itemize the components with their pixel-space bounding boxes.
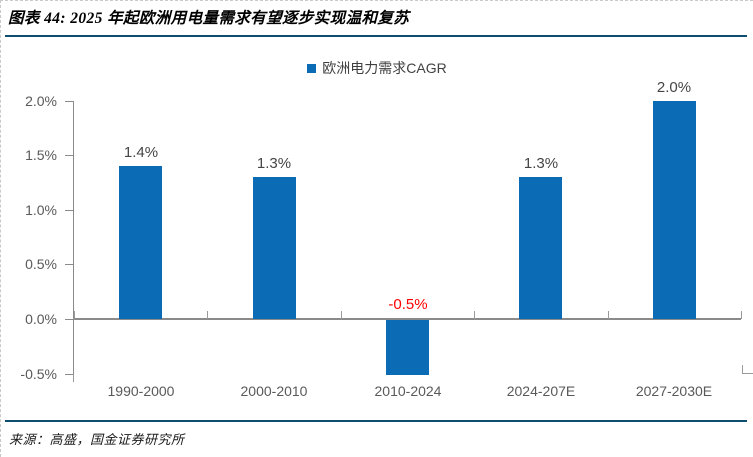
- category-boundary-tick: [341, 311, 342, 319]
- bar-value-label: 1.4%: [123, 144, 159, 161]
- bar-value-label: -0.5%: [388, 296, 428, 313]
- axis-bottom-left-tick: [73, 374, 74, 382]
- bar-2000-2010: [253, 177, 296, 319]
- y-axis-tick: [65, 319, 74, 320]
- y-axis-tick: [65, 374, 74, 375]
- category-boundary-tick: [608, 311, 609, 319]
- y-axis-label: 1.5%: [25, 147, 57, 163]
- legend-series-label: 欧洲电力需求CAGR: [322, 60, 447, 76]
- source-note: 来源：高盛，国金证券研究所: [9, 432, 185, 447]
- y-axis-tick: [65, 155, 74, 156]
- bar-value-label: 2.0%: [656, 79, 692, 96]
- axis-bottom-right-edge: [742, 373, 753, 374]
- y-axis-label: 0.5%: [25, 256, 57, 272]
- y-axis-tick: [65, 210, 74, 211]
- y-axis-tick: [65, 101, 74, 102]
- category-boundary-tick: [741, 311, 742, 319]
- figure-title: 图表 44: 2025 年起欧洲用电量需求有望逐步实现温和复苏: [8, 10, 410, 27]
- x-axis-label: 2010-2024: [374, 383, 442, 399]
- chart-legend: 欧洲电力需求CAGR: [1, 58, 753, 78]
- bar-value-label: 1.3%: [256, 155, 292, 172]
- footer-divider: [5, 420, 747, 422]
- bar-1990-2000: [119, 166, 162, 319]
- category-boundary-tick: [74, 311, 75, 319]
- y-axis-label: -0.5%: [20, 366, 57, 382]
- x-axis-label: 2027-2030E: [635, 383, 713, 399]
- category-boundary-tick: [207, 311, 208, 319]
- category-boundary-tick: [474, 311, 475, 319]
- y-axis-line: [73, 101, 74, 374]
- x-axis-label: 1990-2000: [107, 383, 175, 399]
- zero-axis-line: [74, 318, 741, 320]
- bar-2010-2024: [386, 320, 429, 375]
- axis-bottom-right-tick: [742, 365, 743, 374]
- y-axis-label: 0.0%: [25, 311, 57, 327]
- bar-value-label: 1.3%: [523, 155, 559, 172]
- x-axis-label: 2000-2010: [240, 383, 308, 399]
- title-divider: [5, 35, 747, 37]
- y-axis-label: 2.0%: [25, 93, 57, 109]
- bar-2024-207E: [519, 177, 562, 319]
- x-axis-label: 2024-207E: [506, 383, 576, 399]
- y-axis-label: 1.0%: [25, 202, 57, 218]
- bar-2027-2030E: [653, 101, 696, 319]
- y-axis-tick: [65, 264, 74, 265]
- legend-square-icon: [307, 63, 317, 73]
